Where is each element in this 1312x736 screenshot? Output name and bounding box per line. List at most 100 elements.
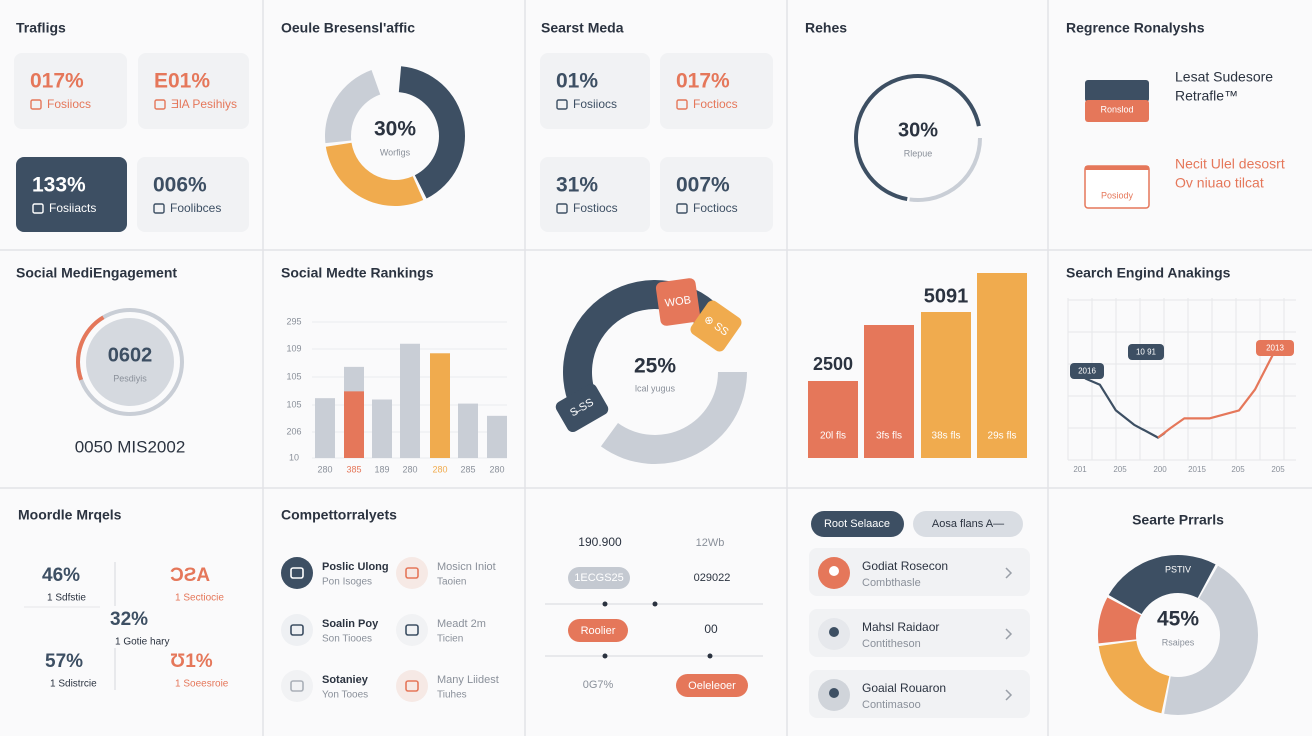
competitor-name: Meadt 2m	[437, 618, 486, 630]
stat-label: 1 Sdfstie	[47, 593, 86, 604]
x-label: 280	[489, 464, 504, 474]
timeline-dot	[707, 653, 713, 659]
stat-value: 46%	[42, 565, 80, 586]
x-label: 189	[374, 464, 389, 474]
tag: WOB	[655, 278, 701, 326]
avatar-glyph	[290, 624, 304, 636]
filter-label: Aosa flans A—	[932, 518, 1004, 530]
panel-title: Regrence Ronalyshs	[1066, 20, 1205, 36]
tile-icon	[556, 99, 568, 110]
avatar	[396, 557, 428, 589]
donut-center: 45%	[1157, 608, 1199, 631]
source-name: Mahsl Raidaor	[862, 620, 939, 634]
donut-segment	[1098, 640, 1170, 714]
bar-label: 3fs fls	[876, 431, 902, 442]
stat-label: 1 Soeesroie	[175, 679, 229, 690]
stat-tile	[16, 157, 127, 232]
bar	[921, 312, 971, 458]
pill	[676, 674, 748, 697]
donut-center: 25%	[634, 355, 676, 378]
tile-icon	[30, 99, 42, 110]
timeline-value: 0G7%	[583, 679, 614, 691]
stat-tile	[660, 157, 773, 232]
bar	[487, 415, 507, 458]
donut-segment	[325, 70, 381, 144]
donut-segment	[1097, 597, 1141, 644]
timeline-value: 029022	[694, 572, 731, 584]
item-line: Necit Ulel desosrt	[1175, 156, 1285, 172]
pill-label: 1ECGS25	[574, 572, 624, 584]
competitor-name: Poslic Ulong	[322, 561, 389, 573]
stat-value: E01%	[154, 70, 210, 93]
x-label: 2015	[1188, 465, 1206, 474]
panel-title: Social MediEngagement	[16, 265, 177, 281]
source-card	[809, 670, 1030, 718]
panel-title: Searst Meda	[541, 20, 624, 36]
donut-caption: Worfigs	[380, 147, 411, 157]
stat-label: 1 Gotie hary	[115, 637, 169, 648]
bar	[430, 353, 450, 458]
y-label: 206	[286, 426, 301, 436]
x-label: 280	[402, 464, 417, 474]
stat-tile	[14, 53, 127, 129]
avatar-glyph	[405, 680, 419, 692]
avatar	[396, 670, 428, 702]
stat-label: Foctiocs	[693, 201, 738, 215]
panel-title: Search Engind Anakings	[1066, 265, 1231, 281]
y-label: 105	[286, 399, 301, 409]
donut-caption: lcal yugus	[635, 383, 676, 393]
bar-label: 20l fls	[820, 431, 846, 442]
panel-title: Searte Prrarls	[1132, 512, 1224, 528]
avatar	[281, 557, 313, 589]
pill-label: Roolier	[581, 625, 616, 637]
x-label: 205	[1231, 465, 1245, 474]
competitor-sub: Tiuhes	[437, 690, 467, 701]
tag-box	[690, 300, 742, 352]
x-label: 205	[1271, 465, 1285, 474]
stat-value: Ʊ1%	[170, 651, 213, 672]
donut-segment	[600, 372, 747, 464]
tile-icon	[154, 99, 166, 110]
ring-caption: Rlepue	[904, 148, 933, 158]
stat-label: 1 Sectiocie	[175, 593, 224, 604]
progress-value: 0602	[108, 344, 153, 366]
competitor-sub: Taoien	[437, 577, 466, 588]
bar-label: 29s fls	[988, 431, 1017, 442]
x-label: 285	[460, 464, 475, 474]
x-label: 385	[346, 464, 361, 474]
donut-segment	[562, 279, 715, 425]
avatar	[396, 614, 428, 646]
stat-value: 017%	[676, 70, 730, 93]
stat-label: Fosiiacts	[49, 201, 96, 215]
panel-title: Compettorralyets	[281, 507, 397, 523]
panel-title: Social Medte Rankings	[281, 265, 434, 281]
tile-icon	[153, 203, 165, 214]
source-card	[809, 548, 1030, 596]
panel-title: Trafligs	[16, 20, 66, 36]
stat-value: 31%	[556, 174, 598, 197]
competitor-sub: Pon Isoges	[322, 577, 372, 588]
segment-tag: PSTIV	[1165, 564, 1191, 574]
avatar-glyph	[405, 567, 419, 579]
line-tag	[1070, 363, 1104, 379]
y-label: 10	[289, 452, 299, 462]
filter-label: Root Selaace	[824, 518, 890, 530]
item-line: Retrafle™	[1175, 88, 1238, 104]
line-tag	[1128, 344, 1164, 360]
panel-title: Moordle Mrqels	[18, 507, 122, 523]
donut-segment	[1164, 565, 1258, 715]
line-tag-label: 2013	[1266, 344, 1284, 353]
line-tag-label: 2016	[1078, 367, 1096, 376]
source-sub: Contimasoo	[862, 699, 921, 711]
donut-caption: Rsaipes	[1162, 637, 1195, 647]
source-glyph	[829, 627, 839, 637]
chevron	[1005, 567, 1013, 579]
stat-value: 01%	[556, 70, 598, 93]
bar	[372, 399, 392, 458]
stat-label: 1 Sdistrcie	[50, 679, 97, 690]
pill-label: Oeleleoer	[688, 680, 736, 692]
avatar-glyph	[405, 624, 419, 636]
stat-tile	[137, 157, 249, 232]
tag: ⊗ SS	[690, 300, 742, 352]
